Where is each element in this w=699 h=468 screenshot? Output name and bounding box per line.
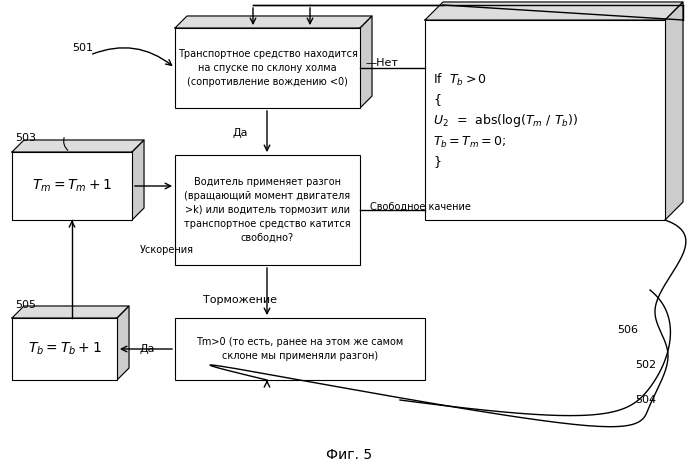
Text: Фиг. 5: Фиг. 5 <box>326 448 373 462</box>
Polygon shape <box>12 140 144 152</box>
Text: Да: Да <box>232 128 247 138</box>
Text: $T_b = T_b + 1$: $T_b = T_b + 1$ <box>28 341 101 357</box>
FancyBboxPatch shape <box>175 28 360 108</box>
Text: 503: 503 <box>15 133 36 143</box>
Text: Транспортное средство находится
на спуске по склону холма
(сопротивление вождени: Транспортное средство находится на спуск… <box>178 49 357 87</box>
Text: 502: 502 <box>635 360 656 370</box>
Text: 501: 501 <box>72 43 93 53</box>
Text: Водитель применяет разгон
(вращающий момент двигателя
>k) или водитель тормозит : Водитель применяет разгон (вращающий мом… <box>185 177 351 243</box>
Polygon shape <box>425 2 683 20</box>
FancyBboxPatch shape <box>12 318 117 380</box>
Text: Ускорения: Ускорения <box>140 245 194 255</box>
Polygon shape <box>665 2 683 220</box>
Polygon shape <box>360 16 372 108</box>
FancyBboxPatch shape <box>175 155 360 265</box>
Polygon shape <box>175 16 372 28</box>
Text: Tm>0 (то есть, ранее на этом же самом
склоне мы применяли разгон): Tm>0 (то есть, ранее на этом же самом ск… <box>196 337 403 361</box>
Polygon shape <box>12 306 129 318</box>
Text: Свободное качение: Свободное качение <box>370 202 471 212</box>
FancyBboxPatch shape <box>12 152 132 220</box>
Text: $T_m = T_m + 1$: $T_m = T_m + 1$ <box>32 178 112 194</box>
Polygon shape <box>117 306 129 380</box>
Text: Торможение: Торможение <box>203 295 277 305</box>
Text: 506: 506 <box>617 325 638 335</box>
Text: 505: 505 <box>15 300 36 310</box>
Text: 504: 504 <box>635 395 656 405</box>
Text: —Нет: —Нет <box>365 58 398 68</box>
Polygon shape <box>132 140 144 220</box>
Text: If  $T_b > 0$
{
$U_2$  =  abs(log($T_m$ / $T_b$))
$T_b = T_m = 0$;
}: If $T_b > 0$ { $U_2$ = abs(log($T_m$ / $… <box>433 72 578 168</box>
Text: Да: Да <box>140 344 155 354</box>
FancyBboxPatch shape <box>425 20 665 220</box>
FancyBboxPatch shape <box>175 318 425 380</box>
